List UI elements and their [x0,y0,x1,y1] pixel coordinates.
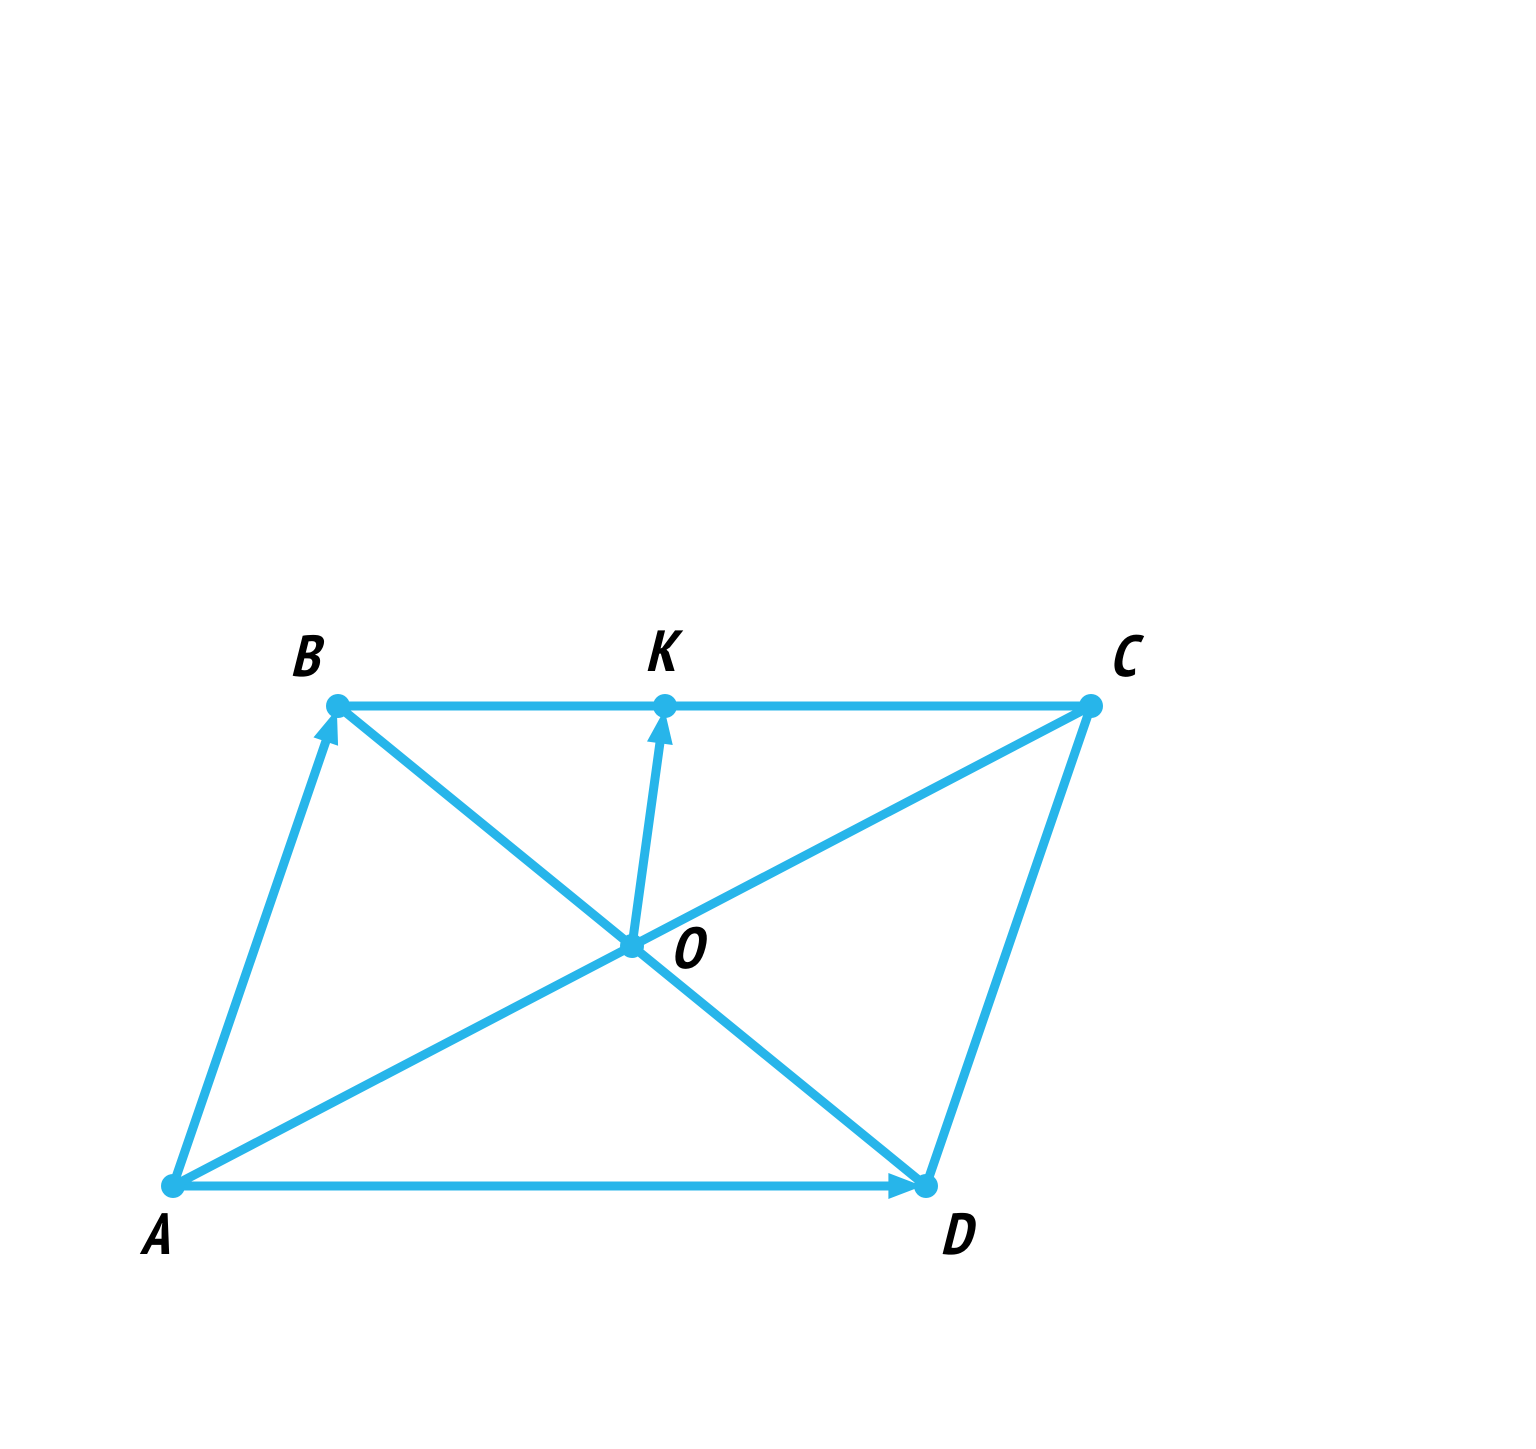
point-K [653,694,677,718]
geometry-diagram: A B C D O K [0,0,1536,1449]
label-A: A [139,1196,170,1271]
point-O [620,934,644,958]
point-D [914,1174,938,1198]
label-O: O [670,910,707,985]
label-B: B [290,618,325,693]
label-K: K [645,613,684,688]
edge-O-K [632,710,673,946]
point-A [161,1174,185,1198]
label-C: C [1109,618,1145,693]
point-B [326,694,350,718]
edge-A-D [173,1173,922,1199]
point-C [1079,694,1103,718]
label-D: D [940,1196,976,1271]
